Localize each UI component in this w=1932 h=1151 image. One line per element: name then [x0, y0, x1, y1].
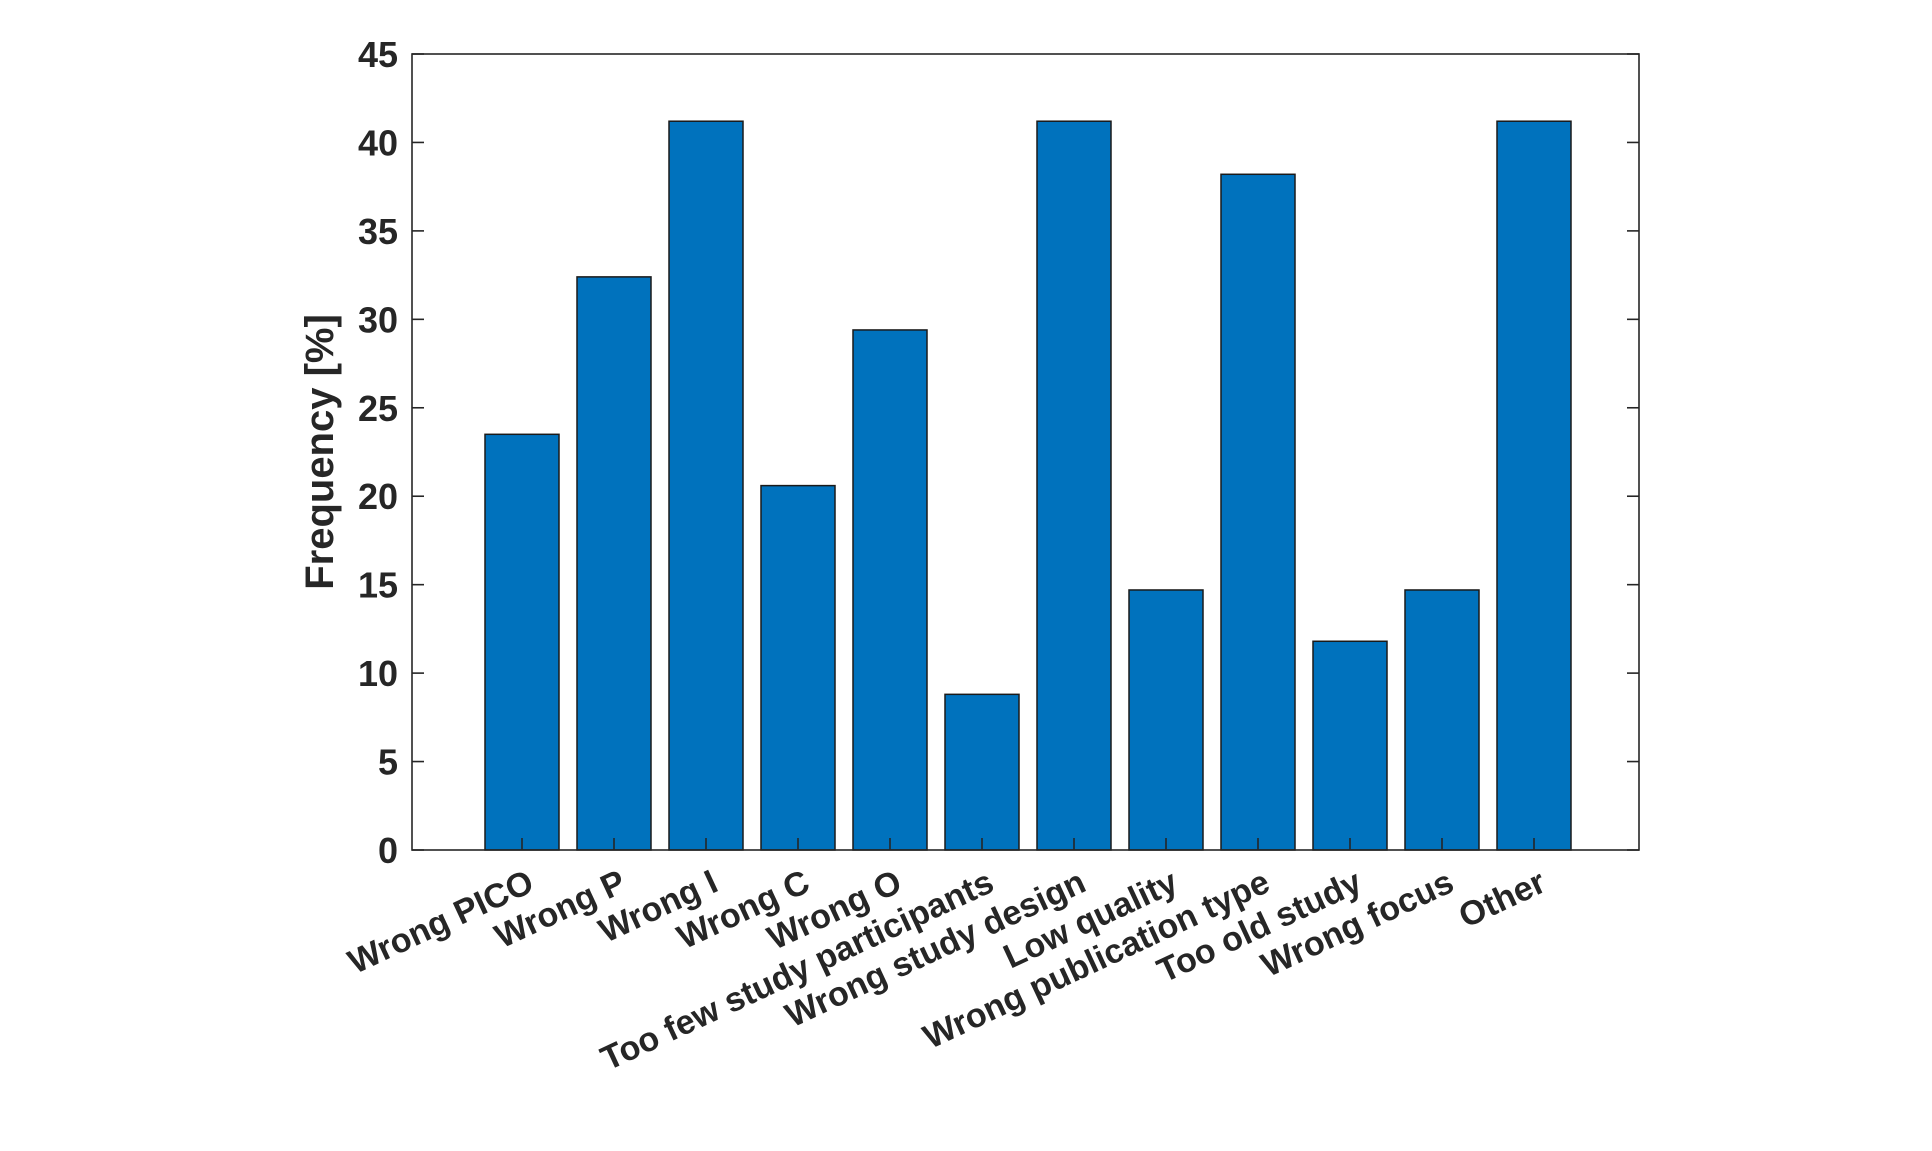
y-axis-label: Frequency [%]: [298, 314, 342, 590]
bar-12: [1496, 120, 1572, 851]
y-tick-label: 10: [358, 653, 398, 694]
plot-frame: [411, 53, 1640, 851]
y-tick-label: 25: [358, 388, 398, 429]
bar-5: [852, 329, 928, 851]
y-tick-label: 30: [358, 299, 398, 340]
bars-layer: [484, 120, 1572, 851]
y-tick-label: 40: [358, 122, 398, 163]
bar-8: [1128, 589, 1204, 851]
bar-3: [668, 120, 744, 851]
bar-10: [1312, 640, 1388, 851]
y-tick-label: 0: [378, 830, 398, 871]
bar-6: [944, 693, 1020, 851]
bar-2: [576, 276, 652, 851]
y-tick-label: 35: [358, 211, 398, 252]
x-tick-label: Other: [1453, 863, 1551, 936]
bar-11: [1404, 589, 1480, 851]
y-tick-label: 45: [358, 34, 398, 75]
bar-9: [1220, 173, 1296, 851]
bar-7: [1036, 120, 1112, 851]
y-tick-label: 15: [358, 565, 398, 606]
bar-4: [760, 484, 836, 851]
bar-1: [484, 433, 560, 851]
y-tick-label: 20: [358, 476, 398, 517]
y-tick-label: 5: [378, 742, 398, 783]
y-ticks: 0 5 10 15 20 25 30 35 40 45: [358, 34, 1639, 871]
